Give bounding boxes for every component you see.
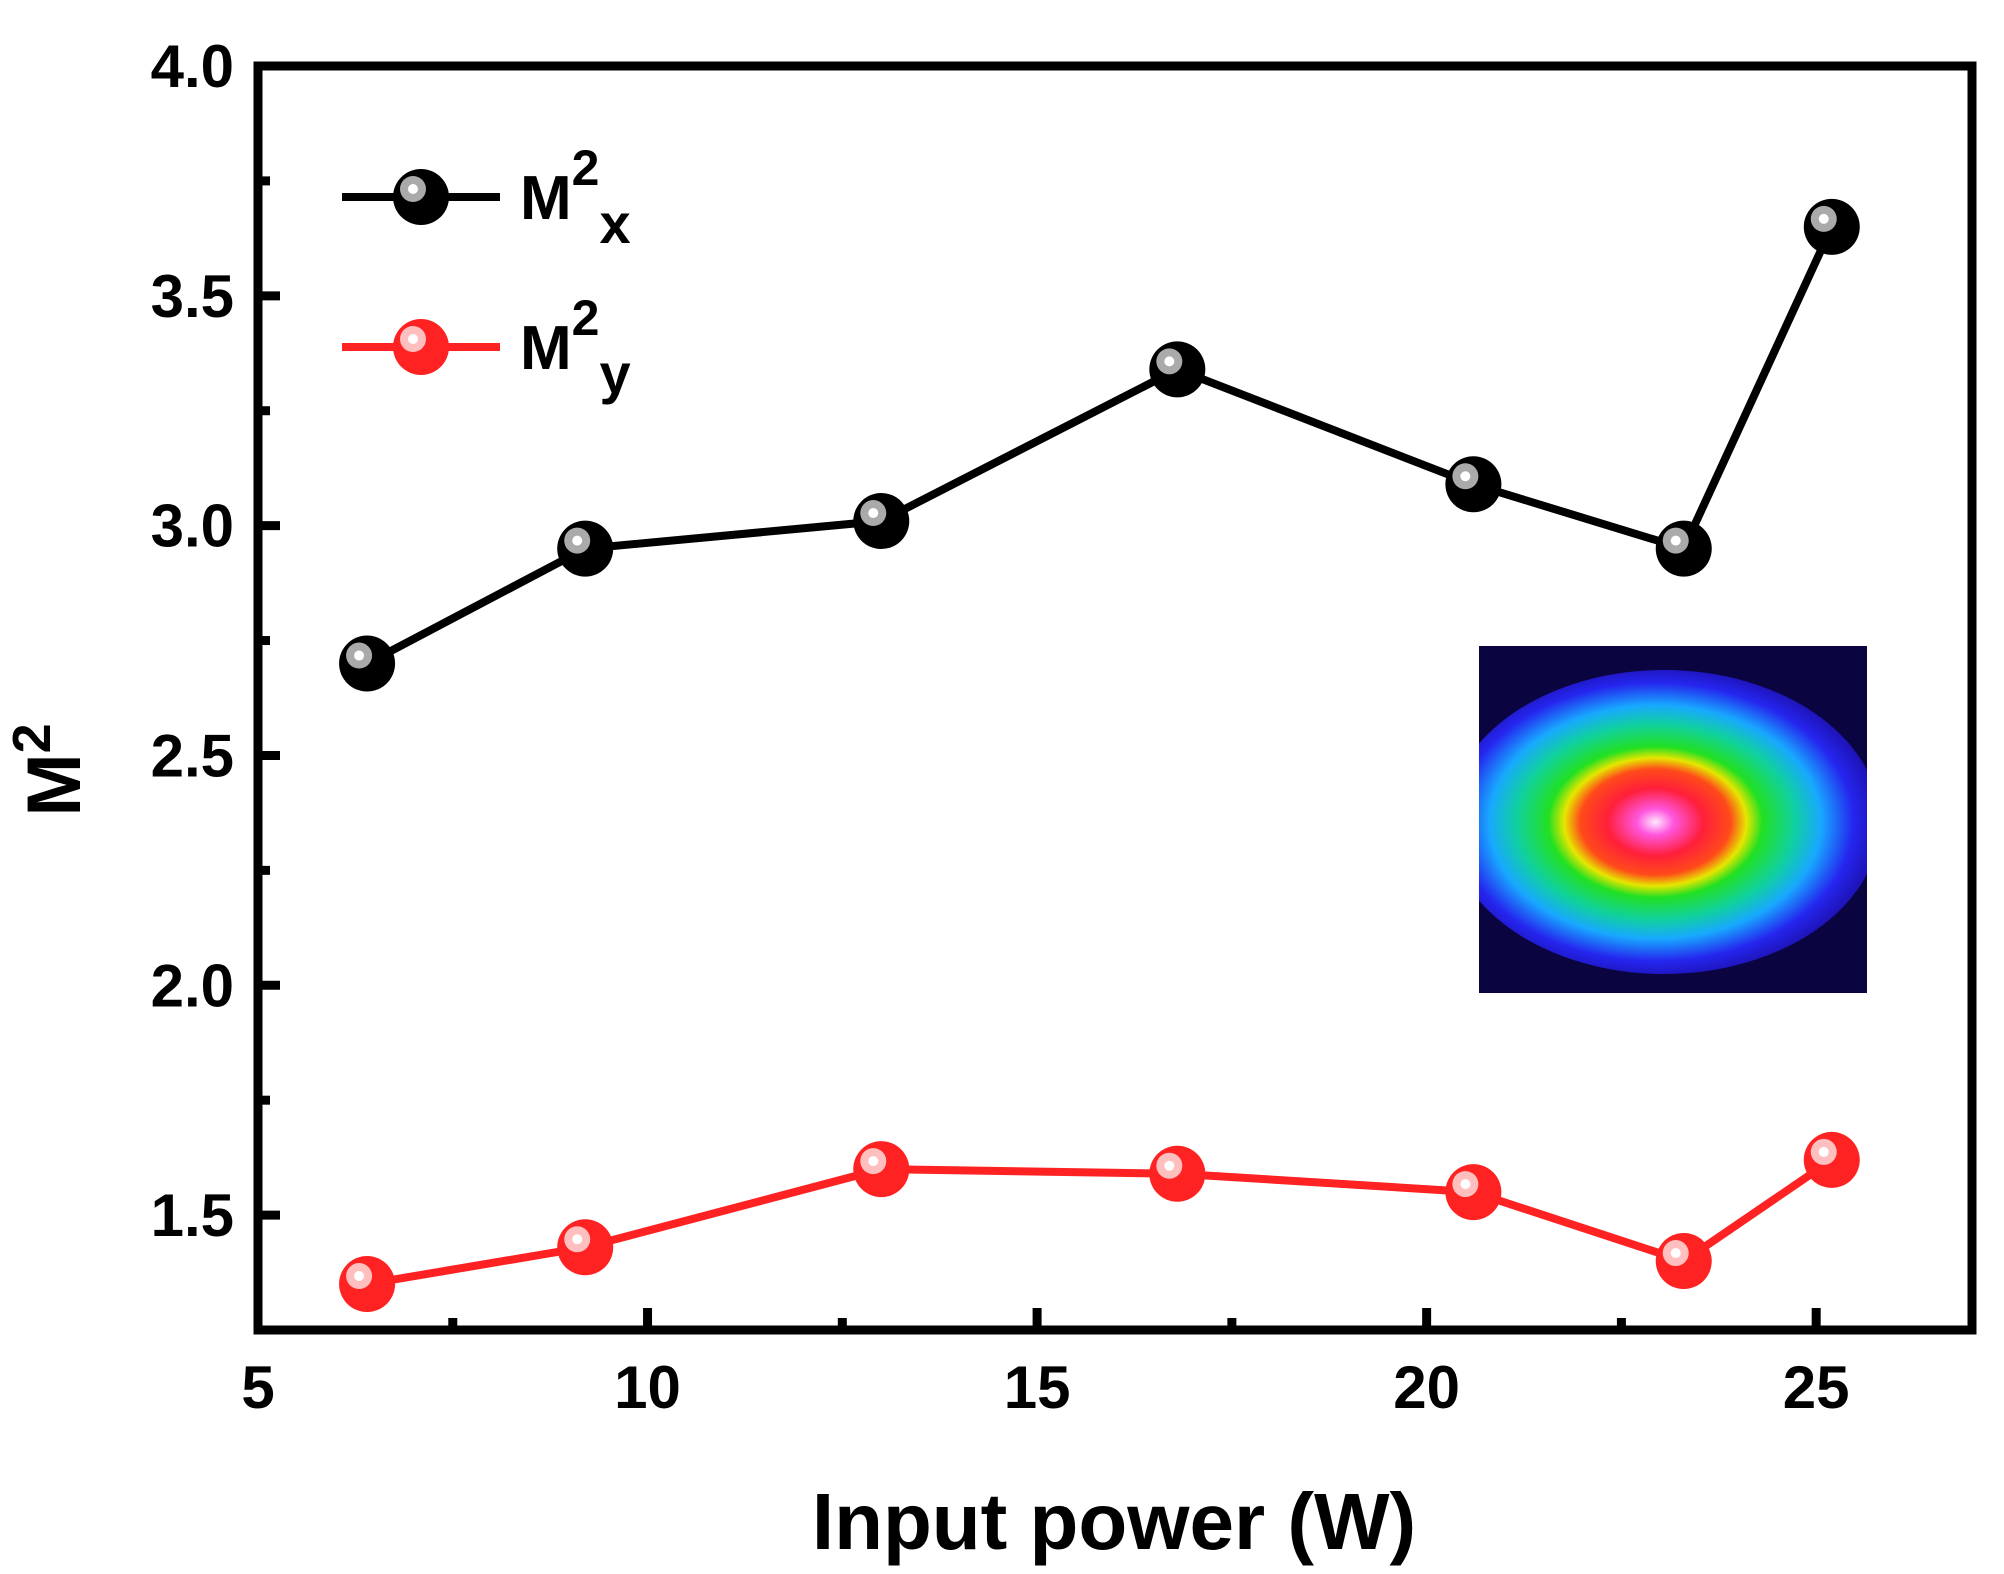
x-tick-label: 10 [614,1354,681,1421]
marker-glint [1164,356,1175,367]
data-point-M2y [339,1256,396,1313]
marker-glint [354,650,365,661]
legend-label-sub: x [599,192,630,255]
data-series [339,198,1860,1313]
data-point-M2x [1445,456,1502,513]
legend-label-base: M [520,314,572,383]
marker-glint [1460,1179,1471,1190]
marker-glint [868,1156,879,1167]
y-tick-label: 4.0 [151,33,234,100]
legend-label: M2y [520,290,631,405]
legend-item-M2y: M2y [342,290,631,405]
axes: 5 10 15 20 25 1.5 2.0 2.5 3.0 3.5 4.0 [151,33,1977,1421]
legend-marker [393,319,449,375]
plot-frame [253,61,1977,1335]
data-point-M2x [1803,198,1860,255]
data-point-M2y [1803,1131,1860,1188]
x-tick-label: 5 [241,1354,274,1421]
data-point-M2y [853,1141,910,1198]
x-tick-label: 25 [1783,1354,1850,1421]
marker-glint [408,184,418,194]
data-point-M2x [339,635,396,692]
data-point-M2y [1149,1145,1206,1202]
beam-profile-inset [1479,646,1867,993]
y-tick-label: 3.0 [151,493,234,560]
marker-glint [1670,1248,1681,1259]
marker-glint [1670,535,1681,546]
marker-glint [1164,1160,1175,1171]
data-point-M2x [557,520,614,577]
data-point-M2x [1655,520,1712,577]
x-tick-label: 15 [1004,1354,1071,1421]
y-axis-label: M2 [2,723,97,816]
data-point-M2x [853,493,910,550]
series-M2x [339,198,1860,692]
y-tick-label: 2.5 [151,722,234,789]
legend-label-sup: 2 [572,290,600,346]
marker-glint [868,508,879,519]
legend-label-sub: y [599,342,630,405]
data-point-M2y [557,1219,614,1276]
svg-text:M2: M2 [2,723,97,816]
marker-glint [572,1234,583,1245]
marker-glint [1460,471,1471,482]
y-axis-label-base: M [12,753,97,816]
beam-profile-spot [1479,670,1867,974]
legend-label: M2x [520,140,631,255]
y-tick-label: 2.0 [151,952,234,1019]
y-axis-label-sup: 2 [2,723,62,753]
data-point-M2y [1445,1164,1502,1221]
marker-glint [1818,213,1829,224]
legend-label-sup: 2 [572,140,600,196]
data-point-M2y [1655,1233,1712,1290]
marker-glint [408,334,418,344]
marker-glint [1818,1146,1829,1157]
y-tick-label: 3.5 [151,263,234,330]
legend-label-base: M [520,164,572,233]
x-axis-label: Input power (W) [812,1477,1416,1566]
x-tick-label: 20 [1393,1354,1460,1421]
legend-item-M2x: M2x [342,140,631,255]
series-M2y [339,1131,1860,1313]
y-tick-label: 1.5 [151,1182,234,1249]
marker-glint [354,1271,365,1282]
data-point-M2x [1149,341,1206,398]
marker-glint [572,535,583,546]
legend-marker [393,169,449,225]
